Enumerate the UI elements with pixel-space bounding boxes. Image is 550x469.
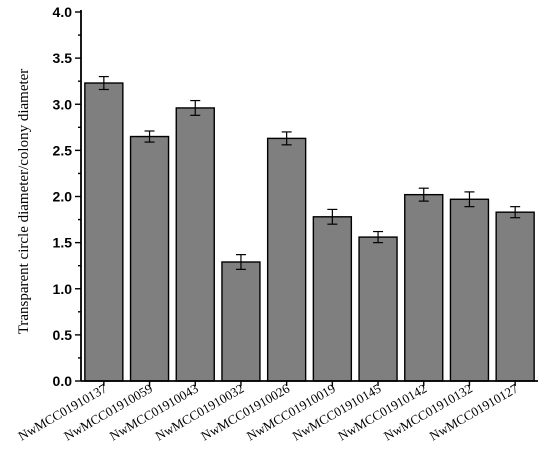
bar bbox=[221, 261, 261, 382]
y-tick-label: 3.5 bbox=[53, 50, 73, 66]
bar bbox=[358, 236, 398, 382]
bar bbox=[175, 107, 215, 382]
y-tick-label: 1.5 bbox=[53, 235, 73, 251]
y-tick-label: 2.5 bbox=[53, 142, 73, 158]
y-tick-label: 3.0 bbox=[53, 96, 73, 112]
bar bbox=[495, 211, 535, 382]
y-tick-label: 0.0 bbox=[53, 373, 73, 389]
y-tick-label: 1.0 bbox=[53, 281, 73, 297]
y-axis-title: Transparent circle diameter/colony diame… bbox=[16, 69, 32, 335]
bar bbox=[404, 193, 444, 382]
y-tick-label: 4.0 bbox=[53, 4, 73, 20]
bar bbox=[266, 137, 307, 382]
y-tick-label: 0.5 bbox=[53, 327, 73, 343]
y-tick-label: 2.0 bbox=[53, 189, 73, 205]
bar bbox=[449, 198, 490, 382]
bar bbox=[312, 216, 353, 382]
bar bbox=[84, 82, 124, 382]
bar bbox=[129, 135, 170, 382]
